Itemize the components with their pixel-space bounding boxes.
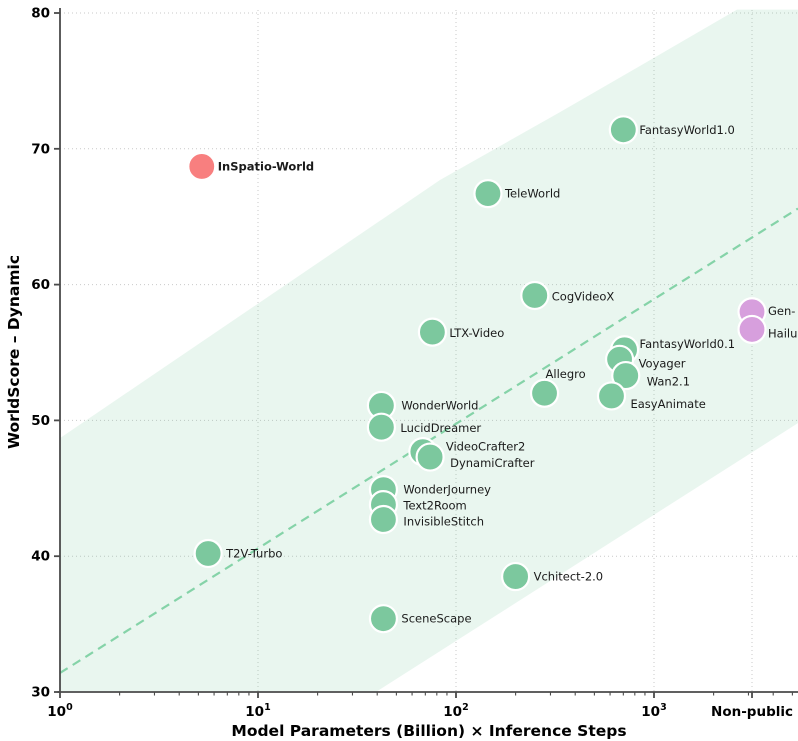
point-label-easyanimate: EasyAnimate [630,397,705,411]
confidence-band-layer [60,9,798,692]
point-label-inspatio-world: InSpatio-World [218,159,314,173]
point-label-videocrafter2: VideoCrafter2 [446,440,526,454]
data-point-fantasyworld1-0 [608,115,638,145]
point-label-dynamicrafter: DynamiCrafter [450,456,535,470]
data-point-cogvideox [520,280,550,311]
point-label-hailu: Hailu [768,326,797,340]
point-label-teleworld: TeleWorld [504,187,560,201]
data-point-ltx-video [417,317,448,347]
y-tick-label: 80 [31,6,50,22]
data-point-vchitect-2-0 [501,561,531,592]
point-label-vchitect-2-0: Vchitect-2.0 [534,570,604,584]
point-label-cogvideox: CogVideoX [552,289,615,303]
data-point-allegro [529,378,560,408]
point-label-scenescape: SceneScape [401,612,471,626]
x-tick-label: 101 [245,702,270,720]
confidence-band [60,9,798,692]
point-label-ltx-video: LTX-Video [449,326,504,340]
data-point-inspatio-world [187,151,217,182]
y-axis-title: WorldScore – Dynamic [5,255,23,449]
data-point-easyanimate [596,381,627,411]
point-label-fantasyworld0-1: FantasyWorld0.1 [640,337,736,351]
y-tick-label: 50 [31,413,50,429]
x-tick-label: 102 [443,702,468,720]
x-tick-label: Non-public [711,704,793,720]
point-label-allegro: Allegro [546,367,586,381]
data-point-t2v-turbo [193,538,223,569]
data-points-layer [187,115,767,634]
y-tick-label: 40 [31,549,50,565]
y-tick-label: 70 [31,141,50,157]
point-label-t2v-turbo: T2V-Turbo [225,546,282,560]
point-label-wan2-1: Wan2.1 [647,375,690,389]
point-label-voyager: Voyager [639,356,686,370]
x-axis-title: Model Parameters (Billion) × Inference S… [231,722,626,740]
point-label-wonderjourney: WonderJourney [403,483,491,497]
x-tick-label: 103 [641,702,666,720]
data-point-teleworld [473,179,503,209]
point-label-fantasyworld1-0: FantasyWorld1.0 [639,123,735,137]
point-label-luciddreamer: LucidDreamer [400,421,481,435]
data-point-scenescape [368,604,399,634]
point-labels-layer: FantasyWorld1.0 TeleWorld CogVideoX LTX-Vid… [218,123,798,626]
y-tick-label: 30 [31,685,50,701]
data-point-wan2-1 [611,360,641,391]
point-label-invisiblestitch: InvisibleStitch [403,515,484,529]
point-label-gen-: Gen- [768,304,795,318]
axes-layer: 30 40 50 60 70 80 100 101 102 103 Non-public [31,6,798,720]
data-point-dynamicrafter [415,442,445,472]
data-point-invisiblestitch [368,504,399,535]
point-label-text2room: Text2Room [402,499,466,513]
y-tick-label: 60 [31,277,50,293]
data-point-hailu [737,314,767,345]
data-point-luciddreamer [366,412,397,442]
x-tick-label: 100 [47,702,73,720]
point-label-wonderworld: WonderWorld [401,398,478,412]
